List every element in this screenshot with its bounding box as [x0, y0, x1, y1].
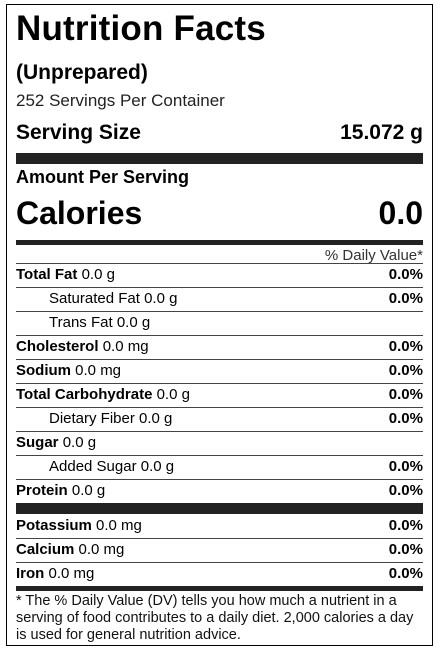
nutrient-row-protein: Protein 0.0 g 0.0%	[16, 480, 423, 503]
nutrient-dv: 0.0%	[388, 517, 423, 534]
nutrient-name: Total Carbohydrate	[16, 386, 153, 403]
nutrient-amount: 0.0 g	[62, 434, 97, 451]
nutrient-amount: 0.0 g	[116, 314, 151, 331]
nutrient-name: Protein	[16, 482, 68, 499]
nutrient-name: Sodium	[16, 362, 71, 379]
nutrient-name: Iron	[16, 565, 45, 582]
nutrient-row-trans-fat: Trans Fat 0.0 g	[16, 312, 423, 335]
row-divider	[16, 479, 423, 480]
row-divider	[16, 287, 423, 288]
nutrition-facts-label: Nutrition Facts (Unprepared) 252 Serving…	[6, 4, 433, 646]
nutrient-amount: 0.0 mg	[78, 541, 125, 558]
nutrient-name: Saturated Fat	[49, 290, 140, 307]
nutrient-row-cholesterol: Cholesterol 0.0 mg 0.0%	[16, 336, 423, 359]
nutrient-dv: 0.0%	[388, 290, 423, 307]
row-divider	[16, 311, 423, 312]
nutrient-name: Cholesterol	[16, 338, 99, 355]
thick-divider	[16, 153, 423, 164]
nutrient-amount: 0.0 mg	[48, 565, 95, 582]
nutrient-row-dietary-fiber: Dietary Fiber 0.0 g 0.0%	[16, 408, 423, 431]
preparation-state: (Unprepared)	[16, 61, 148, 84]
nutrient-row-calcium: Calcium 0.0 mg 0.0%	[16, 539, 423, 562]
nutrient-amount: 0.0 mg	[96, 517, 142, 534]
nutrient-row-potassium: Potassium 0.0 mg 0.0%	[16, 515, 423, 538]
nutrient-row-iron: Iron 0.0 mg 0.0%	[16, 563, 423, 586]
row-divider	[16, 455, 423, 456]
nutrient-amount: 0.0 mg	[102, 338, 149, 355]
nutrient-dv: 0.0%	[388, 386, 423, 403]
serving-size-label: Serving Size	[16, 121, 141, 144]
nutrient-row-added-sugar: Added Sugar 0.0 g 0.0%	[16, 456, 423, 479]
thick-divider	[16, 503, 423, 514]
nutrient-dv: 0.0%	[388, 482, 423, 499]
nutrient-amount: 0.0 g	[139, 410, 173, 427]
serving-size-value: 15.072 g	[340, 121, 423, 144]
nutrient-name: Total Fat	[16, 266, 78, 283]
nutrient-row-total-fat: Total Fat 0.0 g 0.0%	[16, 264, 423, 287]
calories-value: 0.0	[378, 195, 423, 231]
nutrient-dv: 0.0%	[388, 410, 423, 427]
nutrient-name: Potassium	[16, 517, 92, 534]
medium-divider	[16, 240, 423, 245]
row-divider	[16, 538, 423, 539]
nutrient-name: Dietary Fiber	[49, 410, 135, 427]
nutrient-name: Added Sugar	[49, 458, 137, 475]
daily-value-footnote: * The % Daily Value (DV) tells you how m…	[16, 593, 414, 643]
nutrient-name: Calcium	[16, 541, 75, 558]
nutrient-dv: 0.0%	[388, 338, 423, 355]
nutrient-amount: 0.0 g	[144, 290, 178, 307]
nutrient-amount: 0.0 g	[140, 458, 175, 475]
nutrient-dv: 0.0%	[388, 362, 423, 379]
nutrient-dv: 0.0%	[388, 458, 423, 475]
medium-divider	[16, 586, 423, 591]
nutrient-row-sodium: Sodium 0.0 mg 0.0%	[16, 360, 423, 383]
servings-per-container: 252 Servings Per Container	[16, 91, 225, 110]
calories-label: Calories	[16, 195, 143, 231]
nutrient-amount: 0.0 mg	[75, 362, 122, 379]
nutrient-name: Trans Fat	[49, 314, 113, 331]
label-title: Nutrition Facts	[16, 9, 266, 48]
nutrient-name: Sugar	[16, 434, 59, 451]
row-divider	[16, 335, 423, 336]
nutrient-dv: 0.0%	[388, 541, 423, 558]
nutrient-amount: 0.0 g	[81, 266, 115, 283]
row-divider	[16, 407, 423, 408]
nutrient-dv: 0.0%	[388, 266, 423, 283]
row-divider	[16, 359, 423, 360]
row-divider	[16, 431, 423, 432]
nutrient-row-total-carbohydrate: Total Carbohydrate 0.0 g 0.0%	[16, 384, 423, 407]
nutrient-row-sugar: Sugar 0.0 g	[16, 432, 423, 455]
nutrient-amount: 0.0 g	[71, 482, 106, 499]
row-divider	[16, 383, 423, 384]
amount-per-serving: Amount Per Serving	[16, 167, 190, 187]
row-divider	[16, 263, 423, 264]
nutrient-amount: 0.0 g	[156, 386, 190, 403]
nutrient-row-saturated-fat: Saturated Fat 0.0 g 0.0%	[16, 288, 423, 311]
daily-value-header: % Daily Value*	[324, 247, 423, 264]
row-divider	[16, 562, 423, 563]
nutrient-dv: 0.0%	[388, 565, 423, 582]
